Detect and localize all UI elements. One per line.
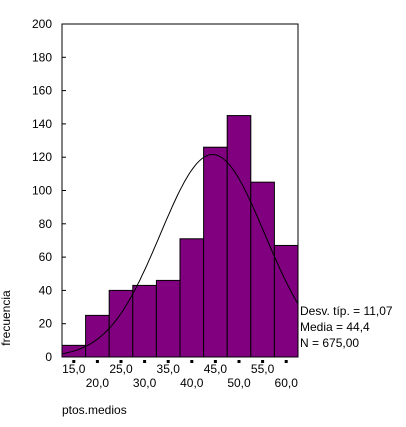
y-tick-label-140: 140: [32, 117, 52, 131]
bar-10: [273, 244, 299, 358]
x-tick-label-40,0: 40,0: [180, 376, 204, 390]
y-tick-label-40: 40: [39, 283, 53, 297]
x-axis-label: ptos.medios: [62, 403, 127, 417]
normal-curve: [61, 153, 299, 355]
x-tick-label-50,0: 50,0: [227, 376, 251, 390]
bar-4: [132, 284, 157, 358]
x-axis: 15,0 25,0 35,0 45,0 55,0 20,0 30,0 40,0 50,0 60,0: [62, 360, 298, 390]
stat-mean-label: Media = 44,4: [300, 320, 370, 334]
y-tick-label-20: 20: [39, 317, 53, 331]
bar-8: [226, 115, 252, 358]
x-tick-mark-7: [213, 360, 217, 363]
x-tick-label-55,0: 55,0: [251, 362, 275, 376]
y-axis-label: frecuencia: [0, 290, 13, 346]
stat-n-label: N = 675,00: [300, 336, 359, 350]
x-tick-mark-8: [237, 360, 241, 363]
x-tick-label-60,0: 60,0: [275, 376, 299, 390]
y-tick-label-200: 200: [32, 17, 52, 31]
y-tick-label-180: 180: [32, 50, 52, 64]
bar-9: [250, 181, 275, 358]
stat-sd-label: Desv. típ. = 11,07: [300, 304, 393, 318]
x-tick-mark-4: [143, 360, 147, 363]
x-tick-mark-2: [95, 360, 99, 363]
y-axis: 0 20 40 60 80 100 120 140 160 180 200: [32, 17, 66, 364]
x-tick-label-20,0: 20,0: [86, 376, 110, 390]
bar-5: [155, 279, 181, 358]
y-tick-label-160: 160: [32, 84, 52, 98]
y-tick-label-60: 60: [39, 250, 53, 264]
x-tick-mark-3: [119, 360, 123, 363]
bar-2: [85, 314, 110, 358]
y-tick-label-0: 0: [45, 350, 52, 364]
bar-6: [179, 238, 205, 358]
x-tick-mark-9: [261, 360, 265, 363]
x-tick-label-30,0: 30,0: [133, 376, 157, 390]
curve-layer: [61, 153, 299, 355]
x-tick-mark-6: [190, 360, 194, 363]
x-tick-label-25,0: 25,0: [109, 362, 133, 376]
x-tick-mark-1: [72, 360, 76, 363]
x-tick-label-35,0: 35,0: [157, 362, 181, 376]
x-tick-label-15,0: 15,0: [62, 362, 86, 376]
y-tick-label-120: 120: [32, 150, 52, 164]
x-tick-mark-10: [284, 360, 288, 363]
y-tick-label-80: 80: [39, 217, 53, 231]
bars-layer: [61, 115, 299, 358]
bar-7: [203, 146, 228, 358]
x-tick-mark-5: [166, 360, 170, 363]
y-tick-label-100: 100: [32, 184, 52, 198]
x-tick-label-45,0: 45,0: [204, 362, 228, 376]
